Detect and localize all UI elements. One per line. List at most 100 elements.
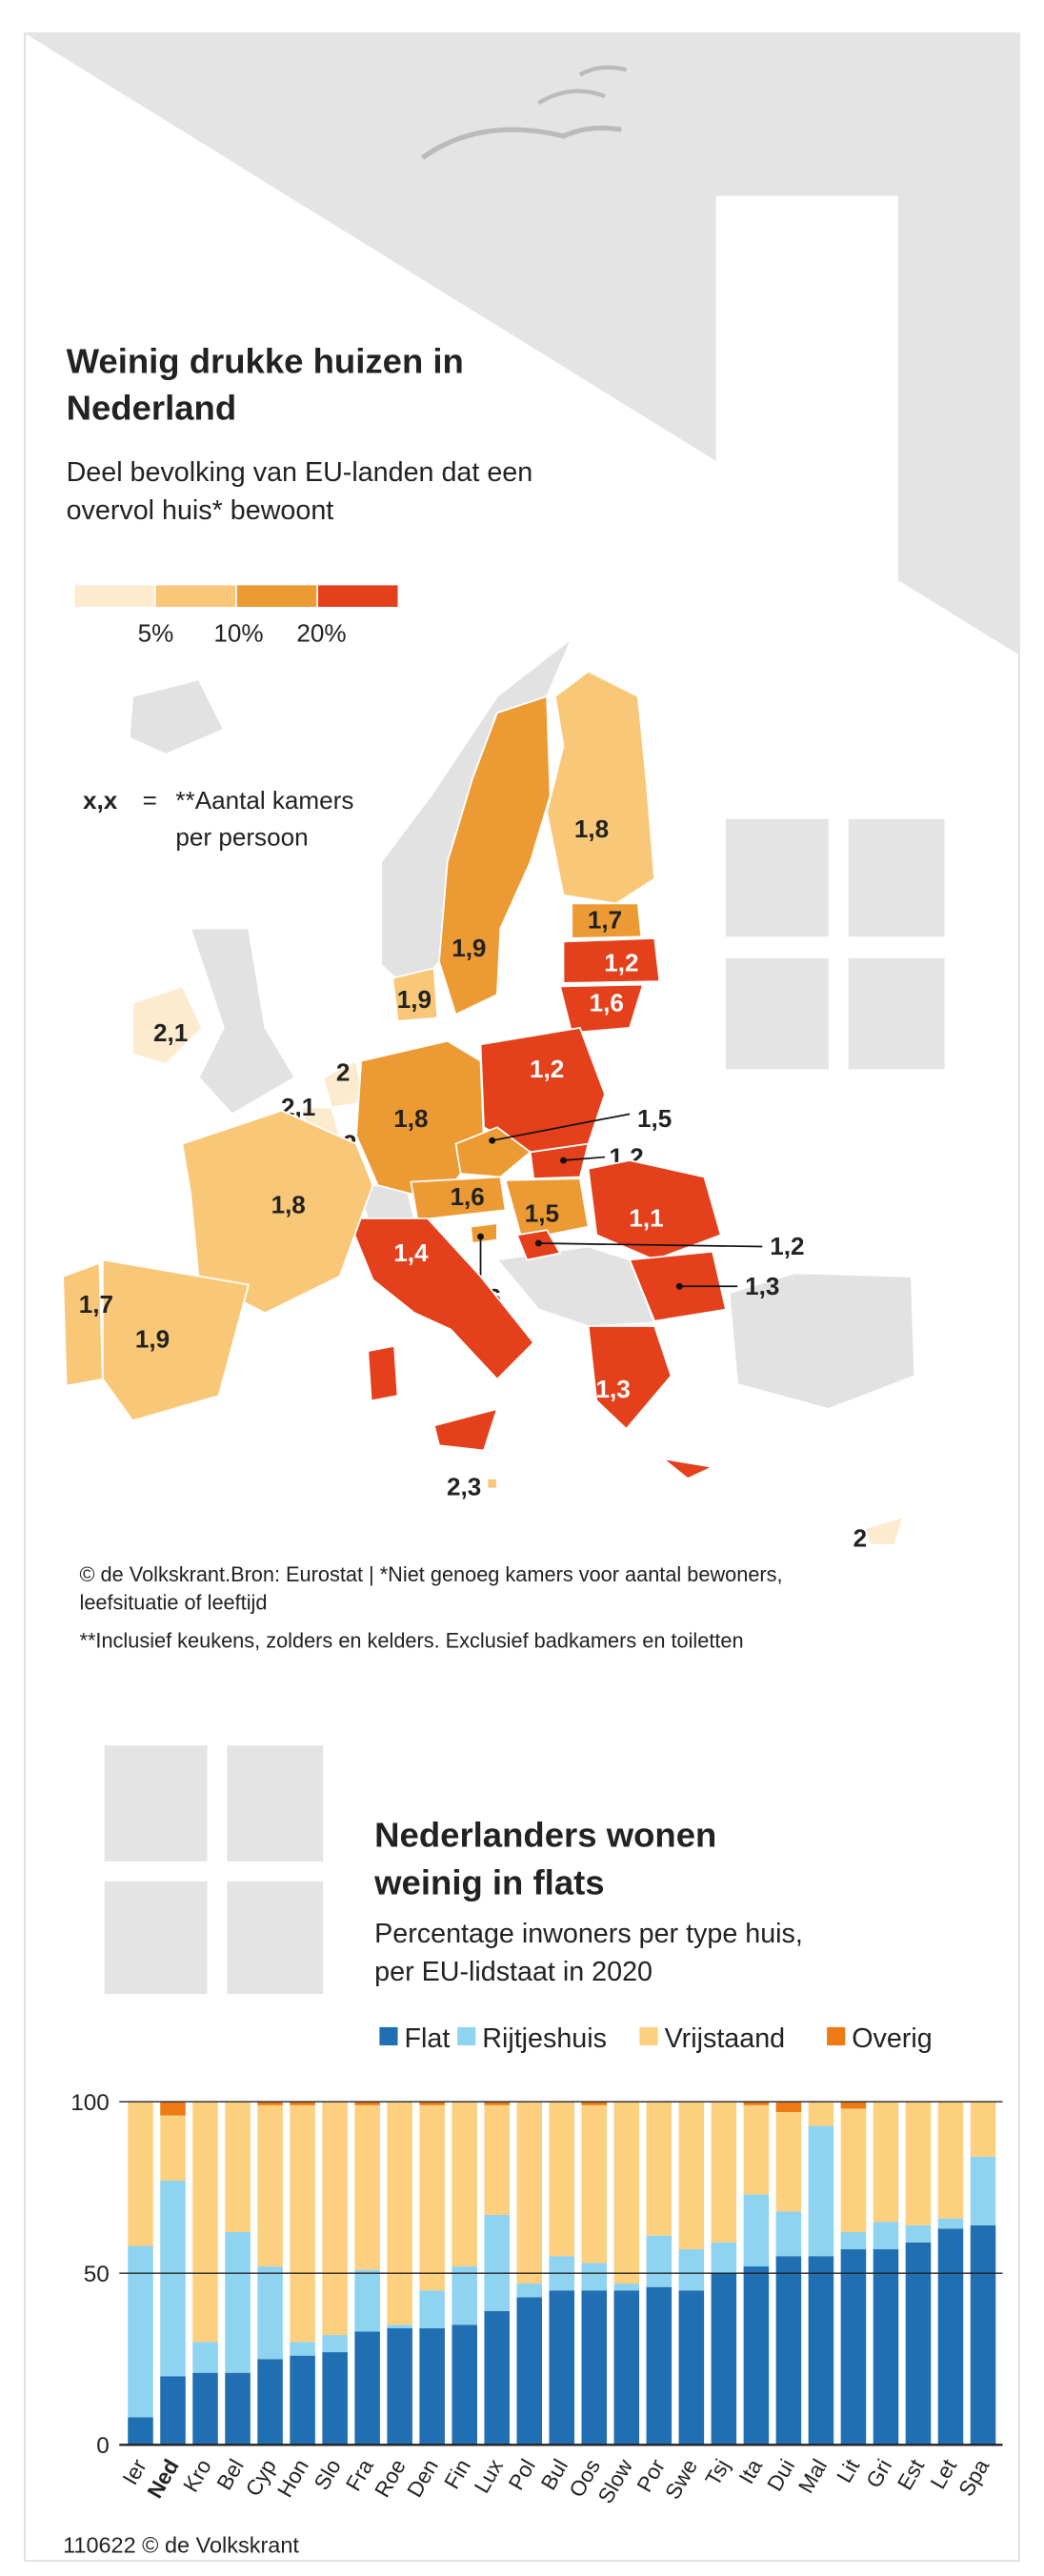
subtitle: Deel bevolking van EU-landen dat een [67,457,533,488]
country [101,1258,251,1422]
country [504,1177,590,1241]
bar-segment [484,2310,510,2445]
country [571,902,643,939]
bar-segment [290,2342,315,2356]
bar-segment [354,2104,380,2270]
key-symbol: x,x [83,786,118,815]
legend-swatch [457,2026,476,2046]
x-tick-label: Swe [660,2455,702,2504]
region-label: 1,8 [393,1104,428,1133]
country [181,1109,374,1315]
bar-segment [160,2115,186,2182]
bar-segment [516,2284,542,2298]
bar-segment [581,2290,608,2445]
bar-segment [419,2290,445,2328]
bar-segment [192,2342,218,2373]
country [131,985,204,1066]
region-label: 1,9 [135,1325,170,1354]
bar-segment [808,2102,834,2126]
country [62,1261,104,1387]
chart-title: Nederlanders wonen [374,1815,716,1854]
bar-segment [711,2102,737,2243]
bar-segment [840,2102,867,2109]
country [438,694,552,1016]
legend-label: 5% [138,619,174,648]
region-label: 1,2 [770,1232,804,1260]
x-tick-label: Fin [440,2455,475,2493]
bar-segment [743,2266,770,2445]
region-label: 1,2 [530,1055,564,1083]
leader-dot [675,1282,683,1290]
key-sign: = [143,786,157,815]
bar-segment [452,2266,477,2325]
country [558,983,645,1035]
bar-segment [613,2284,640,2291]
bar-segment [808,2256,834,2445]
bar-segment [484,2102,510,2105]
leader-dot [477,1233,484,1240]
bar-segment [743,2194,770,2267]
bar-segment [775,2102,802,2112]
leader-line [538,1242,763,1248]
region-label: 1,7 [588,905,622,934]
country [587,1325,715,1480]
x-tick-label: Roe [371,2455,411,2501]
house-illustration [24,32,1020,2562]
bar-segment [549,2102,575,2257]
region-label: 2,1 [153,1018,188,1047]
bar-segment [646,2235,673,2287]
bar-segment [743,2104,770,2195]
source: **Inclusief keukens, zolders en kelders.… [80,1629,744,1653]
country [392,967,439,1022]
bar-segment [192,2372,218,2445]
y-tick-label: 100 [70,2090,110,2116]
legend-swatch [155,585,236,607]
legend-label: 10% [213,619,263,648]
region-label: 1,5 [525,1198,559,1227]
legend-swatch [236,585,317,607]
bar-segment [484,2215,510,2311]
x-tick-label: Kro [179,2455,216,2496]
bar-segment [322,2335,348,2353]
bar-segment [808,2125,834,2257]
bar-segment [290,2104,315,2343]
x-tick-label: Mal [793,2455,832,2497]
bar-segment [581,2263,608,2291]
x-tick-label: Tsj [701,2455,734,2489]
bar-segment [192,2102,218,2343]
source: © de Volkskrant.Bron: Eurostat | *Niet g… [80,1562,783,1586]
legend-label: 20% [296,619,346,648]
key-text: **Aantal kamers [175,786,353,815]
bar-segment [711,2273,737,2445]
region-label: 1,3 [596,1375,631,1403]
region-label: 1,5 [637,1104,672,1133]
bar-segment [419,2104,445,2291]
region-label: 1,6 [450,1182,484,1211]
bar-segment [743,2102,770,2105]
country [347,1218,535,1452]
bar-segment [581,2104,608,2264]
bar-segment [646,2286,673,2445]
bar-segment [678,2290,705,2445]
bar-segment [840,2108,867,2233]
bar-segment [160,2376,186,2445]
chart-subtitle: Percentage inwoners per type huis, [374,1919,803,1949]
footer: 110622 © de Volkskrant [63,2532,299,2557]
bar-segment [613,2102,640,2284]
bar-segment [257,2104,283,2267]
x-tick-label: Spa [954,2455,994,2501]
chart-subtitle: per EU-lidstaat in 2020 [374,1957,652,1987]
leader-line [492,1113,631,1142]
bar-segment [581,2102,608,2105]
x-tick-label: Pol [504,2455,540,2494]
bar-segment [257,2102,283,2105]
country [410,1176,507,1221]
bar-segment [873,2249,899,2445]
legend-swatch [318,585,398,607]
x-tick-label: Lit [833,2455,865,2487]
bar-segment [840,2232,867,2250]
legend-label: Flat [404,2023,450,2054]
region-label: 1,7 [79,1290,113,1318]
x-tick-label: Gri [862,2455,897,2492]
